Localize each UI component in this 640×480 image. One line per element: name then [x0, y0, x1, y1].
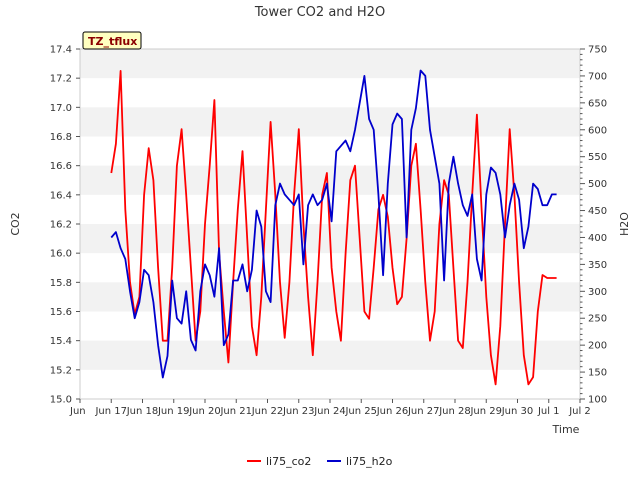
badge: TZ_tflux — [82, 31, 142, 50]
right-tick-label: 300 — [588, 287, 607, 298]
left-tick-label: 16.2 — [50, 220, 72, 231]
legend-label-h2o: li75_h2o — [346, 455, 393, 468]
x-tick-label: Jun 28 — [438, 406, 471, 417]
left-tick-label: 17.0 — [50, 103, 72, 114]
x-tick-label: Jun 18 — [126, 406, 159, 417]
left-tick-label: 16.8 — [50, 132, 72, 143]
x-tick-label: Jun 24 — [313, 406, 346, 417]
x-tick-label: Jun 19 — [157, 406, 190, 417]
left-tick-label: 15.0 — [50, 395, 72, 406]
right-tick-label: 350 — [588, 260, 607, 271]
chart-title: Tower CO2 and H2O — [254, 5, 385, 20]
grid-bands — [80, 49, 580, 370]
x-tick-label: Jun 30 — [501, 406, 534, 417]
x-tick-label: Jun 23 — [282, 406, 315, 417]
left-axis-label: CO2 — [9, 212, 22, 235]
x-tick-label: Jun — [69, 406, 86, 417]
x-tick-label: Jul 2 — [568, 406, 591, 417]
grid-band — [80, 282, 580, 312]
x-tick-label: Jun 20 — [188, 406, 221, 417]
right-axis: 100 150 200 250 300 350 400 450 500 550 600 650 700 7… — [580, 45, 607, 406]
right-axis-label: H2O — [618, 212, 631, 236]
legend-label-co2: li75_co2 — [266, 455, 311, 468]
right-tick-label: 450 — [588, 206, 607, 217]
x-tick-label: Jun 21 — [219, 406, 252, 417]
x-tick-label: Jun 26 — [376, 406, 409, 417]
right-tick-label: 550 — [588, 152, 607, 163]
left-tick-label: 16.6 — [50, 161, 72, 172]
right-tick-label: 500 — [588, 179, 607, 190]
right-tick-label: 150 — [588, 368, 607, 379]
left-tick-label: 17.2 — [50, 74, 72, 85]
right-tick-label: 650 — [588, 98, 607, 109]
right-tick-label: 100 — [588, 395, 607, 406]
x-tick-label: Jun 25 — [344, 406, 377, 417]
x-tick-label: Jun 17 — [94, 406, 127, 417]
left-tick-label: 16.0 — [50, 249, 72, 260]
series-lines — [110, 69, 557, 386]
grid-band — [80, 49, 580, 79]
right-tick-label: 750 — [588, 45, 607, 56]
x-tick-label: Jun 29 — [469, 406, 502, 417]
left-tick-label: 15.6 — [50, 307, 72, 318]
x-tick-label: Jul 1 — [537, 406, 560, 417]
left-axis: 15.0 15.2 15.4 15.6 15.8 16.0 16.2 16.4 16.6 16.8… — [50, 45, 80, 406]
series-line-co2 — [110, 70, 557, 386]
left-tick-label: 15.4 — [50, 336, 72, 347]
x-axis: Jun Jun 17 Jun 18 Jun 19 Jun 20 Jun 21 Jun 22 J… — [69, 399, 591, 417]
x-tick-label: Jun 22 — [251, 406, 284, 417]
x-tick-label: Jun 27 — [407, 406, 440, 417]
left-tick-label: 16.4 — [50, 190, 72, 201]
left-tick-label: 15.2 — [50, 365, 72, 376]
right-tick-label: 200 — [588, 341, 607, 352]
grid-band — [80, 340, 580, 370]
badge-box — [82, 31, 142, 50]
grid-band — [80, 165, 580, 195]
badge-label: TZ_tflux — [88, 35, 137, 48]
grid-band — [80, 107, 580, 137]
right-tick-label: 600 — [588, 125, 607, 136]
series-line-h2o — [110, 69, 557, 379]
right-tick-label: 700 — [588, 71, 607, 82]
legend: li75_co2 li75_h2o — [247, 455, 393, 468]
right-tick-label: 250 — [588, 314, 607, 325]
x-axis-label: Time — [552, 423, 580, 436]
right-tick-label: 400 — [588, 233, 607, 244]
left-tick-label: 15.8 — [50, 278, 72, 289]
left-tick-label: 17.4 — [50, 45, 72, 56]
